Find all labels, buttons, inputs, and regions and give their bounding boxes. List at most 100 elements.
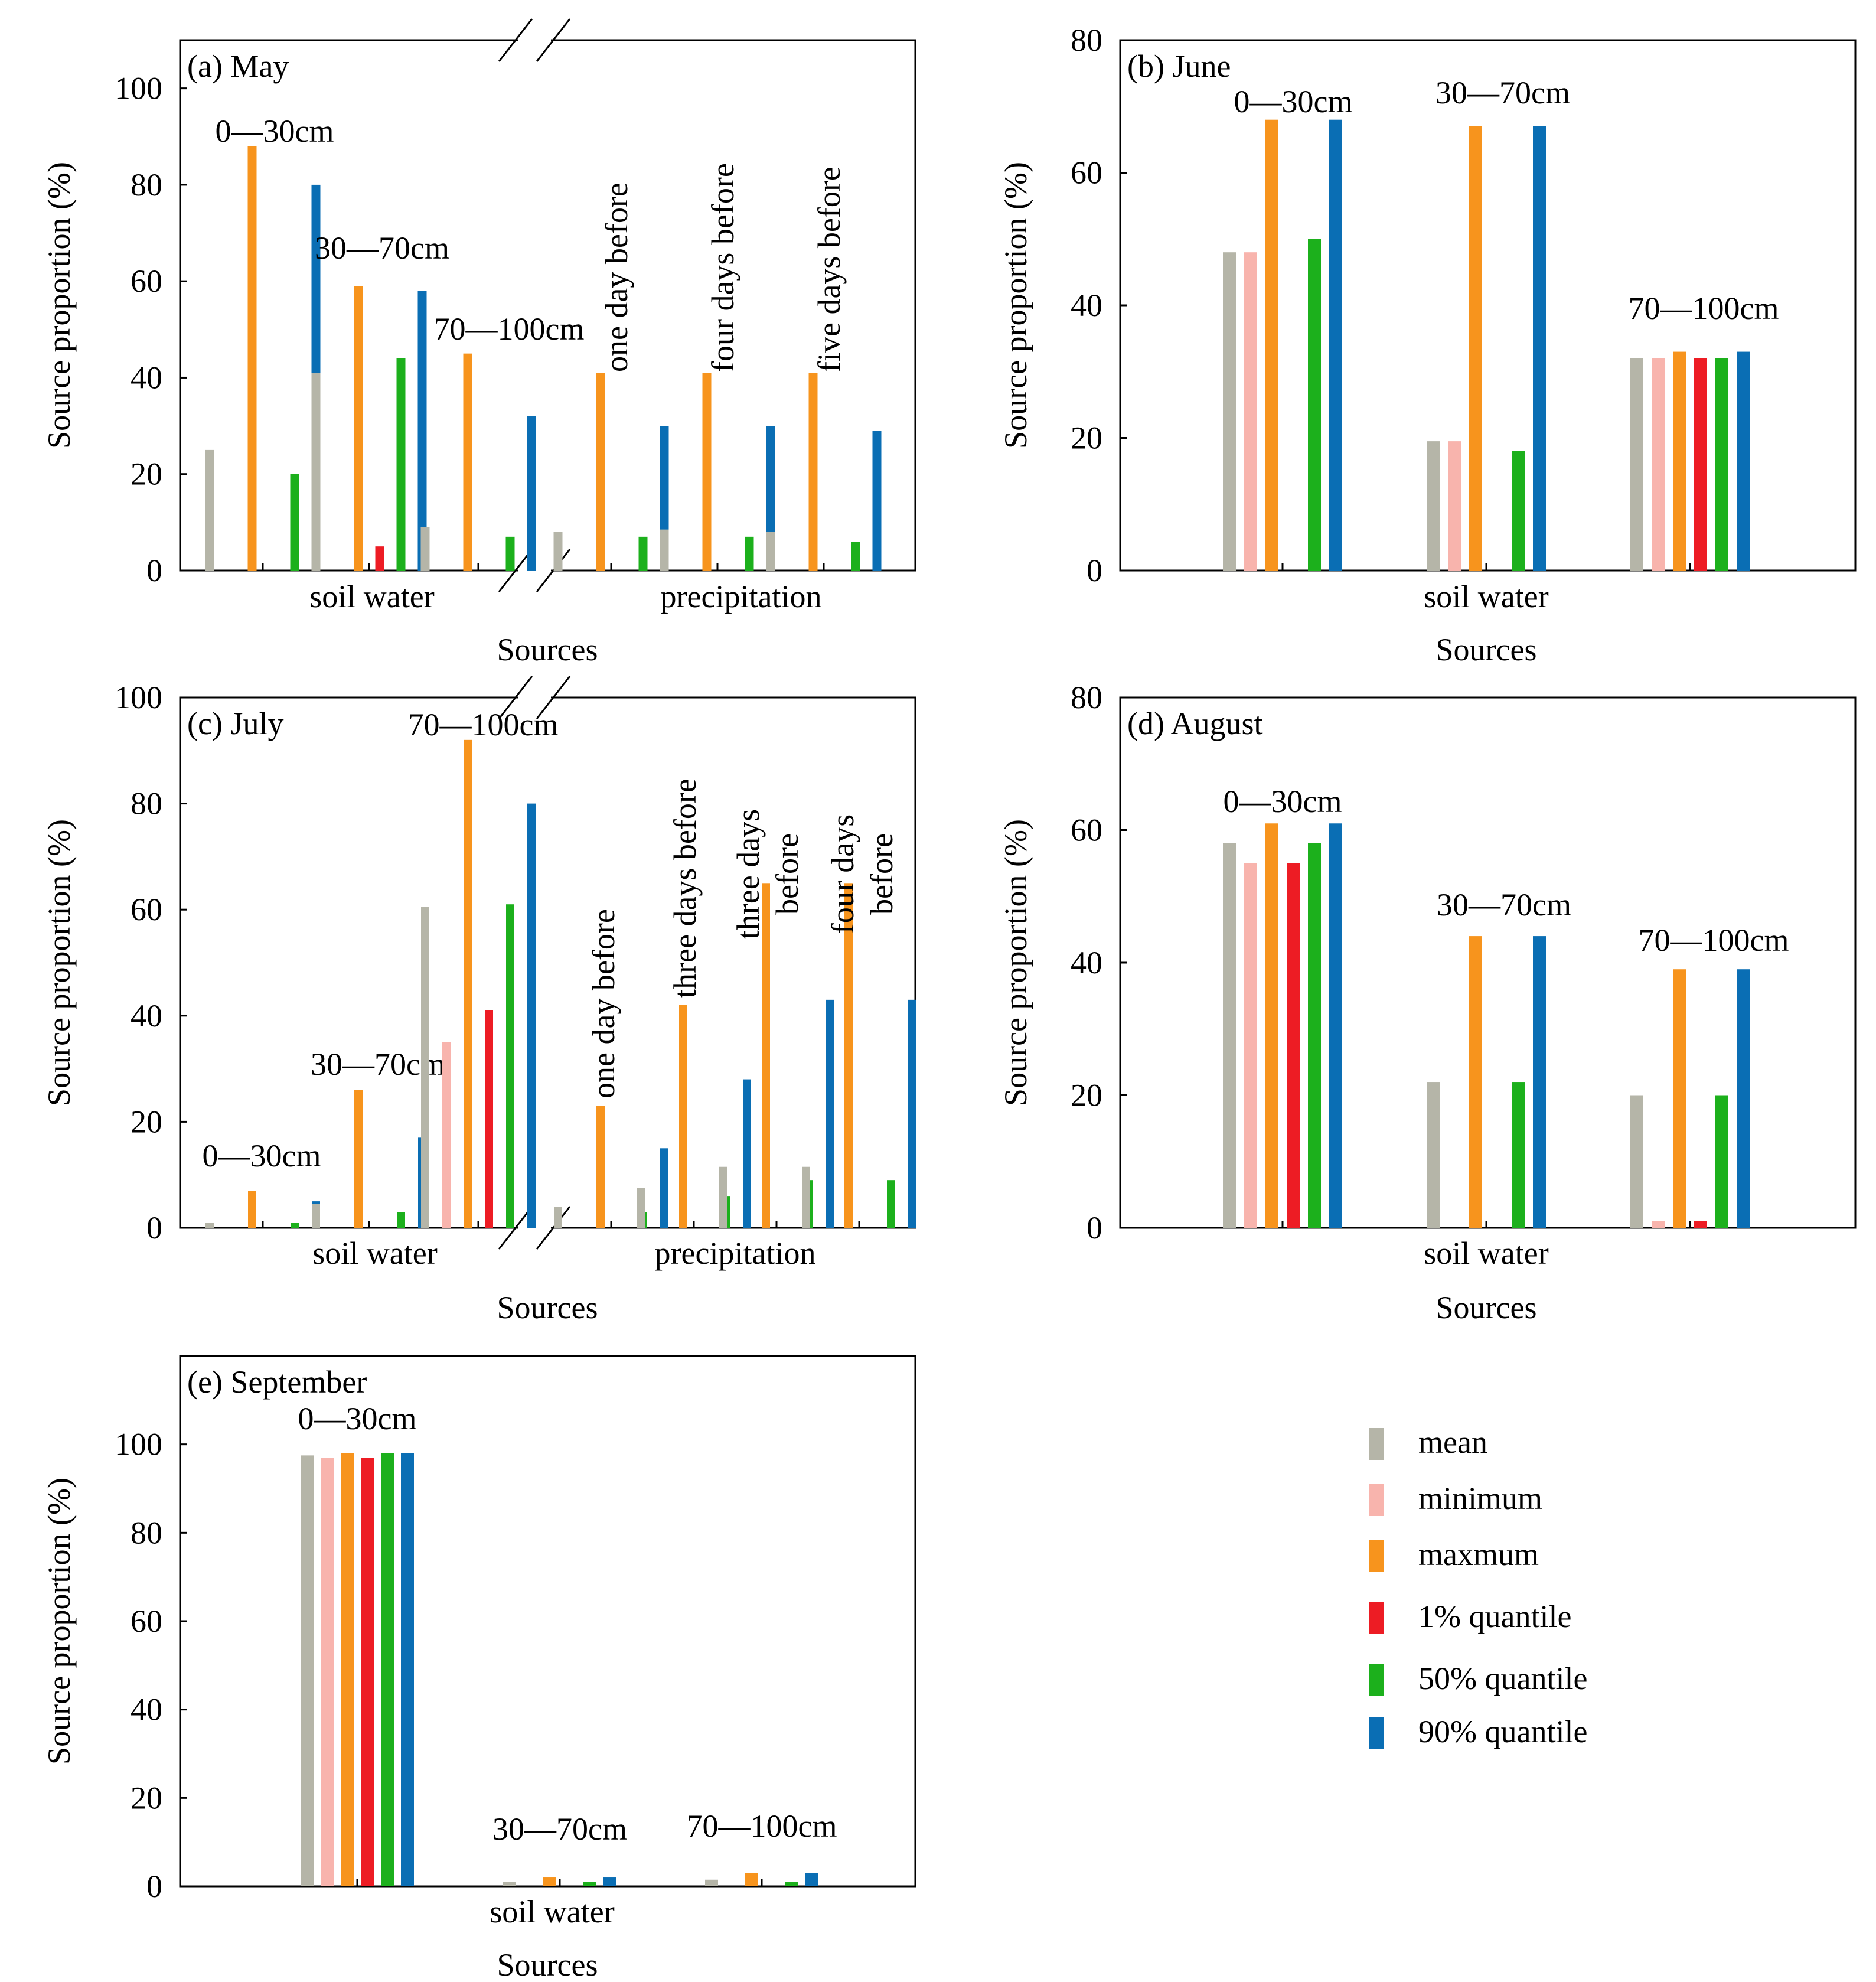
bar-q1 [1287,863,1300,1228]
bar-mean [312,1204,320,1228]
legend-label-minimum: minimum [1418,1481,1542,1516]
bar-q90 [826,999,834,1228]
axis-break-slash-top [536,676,571,719]
bar-maximum [596,1106,605,1228]
bar-q50 [851,542,860,571]
bar-q90 [1329,823,1342,1228]
bar-maximum [762,883,770,1228]
bar-q1 [485,1010,493,1228]
bar-maximum [745,1873,758,1886]
bar-q90 [401,1453,414,1886]
bar-q90 [1737,351,1750,571]
bar-q50 [785,1882,798,1886]
bar-minimum [1244,252,1257,571]
category-label-line: before [769,833,805,915]
category-label-line: three days [730,809,766,939]
bar-mean [311,373,321,571]
bar-mean [205,449,214,571]
category-label: 0—30cm [298,1401,417,1436]
bar-q1 [1694,358,1707,571]
panel-d: 0 20 40 60 80 Source proportion (%) (d) August… [998,680,1857,1325]
bar-mean [554,1207,562,1228]
bar-mean [705,1879,718,1886]
bar-maximum [1265,119,1278,571]
y-tick-label: 0 [146,553,162,588]
bar-q90 [527,416,536,571]
legend: mean minimum maxmum 1% quantile 50% quantile… [1369,1424,1587,1749]
category-label: 70—100cm [687,1808,837,1844]
panel-title: (e) September [187,1364,367,1400]
y-tick-label: 0 [146,1210,162,1246]
bar-mean [1427,1082,1440,1228]
bar-q50 [396,358,406,571]
y-tick-label: 80 [130,1515,162,1550]
panel-title: (b) June [1127,48,1231,84]
category-label: five days before [811,167,847,372]
source-group-label: soil water [1424,579,1548,614]
y-tick-label: 20 [130,1104,162,1139]
category-label: 0—30cm [1224,784,1342,819]
y-tick-label: 20 [130,457,162,492]
y-tick-label: 0 [1087,1210,1102,1246]
legend-swatch-q50 [1369,1664,1384,1696]
bar-mean [1630,1095,1643,1228]
bar-minimum [1652,358,1665,571]
y-axis-title: Source proportion (%) [41,819,77,1106]
bar-mean [420,527,430,571]
legend-swatch-mean [1369,1428,1384,1460]
bar-maximum [463,353,472,571]
bar-mean [1223,843,1236,1228]
y-tick-label: 0 [146,1869,162,1904]
y-tick-label: 0 [1087,553,1102,588]
panel-e: 0 20 40 60 80 100 Source proportion (%) (e) Sep… [41,1355,916,1982]
y-axis-title: Source proportion (%) [998,819,1033,1106]
axis-break-slash-bottom [498,1206,533,1250]
source-group-label: precipitation [661,579,822,614]
y-tick-label: 40 [130,360,162,395]
bar-maximum [354,286,363,571]
bar-maximum [596,373,605,571]
bar-q90 [1533,936,1546,1228]
category-label: four days before [825,814,899,934]
bar-maximum [808,373,818,571]
bar-mean [421,907,429,1228]
bar-q50 [1715,358,1728,571]
x-axis-title: Sources [497,1290,598,1325]
panel-title: (c) July [187,706,283,741]
y-tick-label: 40 [1071,945,1102,980]
bar-maximum [1469,126,1482,571]
y-tick-label: 80 [130,167,162,203]
bar-minimum [1448,441,1461,571]
category-label: three days before [667,778,703,998]
bar-maximum [248,1191,256,1228]
category-label: 30—70cm [1437,887,1571,922]
y-tick-label: 60 [1071,155,1102,191]
bar-maximum [354,1090,363,1228]
bar-q90 [417,291,427,571]
category-label: 0—30cm [203,1138,321,1173]
bar-minimum [1244,863,1257,1228]
legend-label-q1: 1% quantile [1418,1599,1571,1634]
y-axis-title: Source proportion (%) [41,162,77,449]
category-label: one day before [599,182,634,372]
category-label: 0—30cm [216,113,334,149]
panel-c: 0 20 40 60 80 100 Source proportion (%) (c) Jul… [41,676,916,1325]
axis-break-gap-top [518,694,551,701]
source-group-label: soil water [490,1894,614,1929]
bar-maximum [341,1453,354,1886]
y-tick-label: 100 [115,1427,162,1462]
category-label: one day before [586,909,621,1098]
y-tick-label: 60 [130,892,162,927]
legend-swatch-q90 [1369,1717,1384,1749]
bar-q90 [603,1877,616,1886]
bar-mean [766,532,775,571]
bar-mean [205,1223,214,1228]
axis-break-slash-top [498,18,533,62]
bar-q50 [506,904,514,1228]
bar-q50 [1512,1082,1525,1228]
x-axis-title: Sources [497,1947,598,1982]
panel-b: 0 20 40 60 80 Source proportion (%) (b) June so… [998,22,1857,667]
source-group-label: soil water [1424,1236,1548,1271]
bar-mean [660,529,669,571]
bar-q50 [1308,843,1321,1228]
